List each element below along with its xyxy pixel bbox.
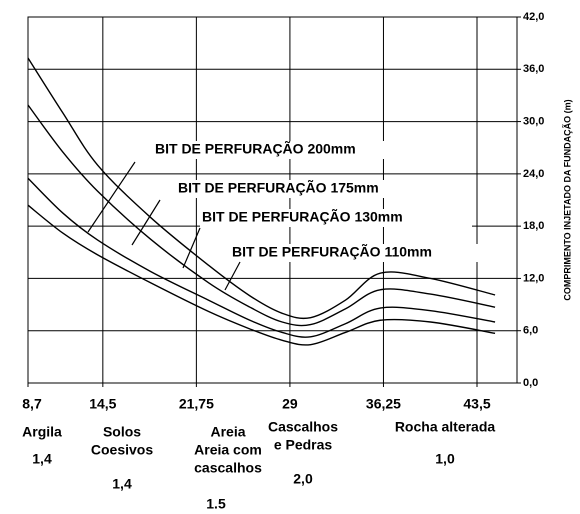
series-line <box>27 57 496 320</box>
x-tick-label: 8,7 <box>22 396 42 412</box>
y-tick-label: 36,0 <box>523 63 544 75</box>
y-tick-label: 42,0 <box>523 11 544 23</box>
leader-line <box>87 161 136 233</box>
soil-factor: 1,4 <box>32 451 52 467</box>
x-tick-label: 14,5 <box>89 396 116 412</box>
annotation-bg <box>153 141 425 159</box>
soil-label: Solos <box>103 424 141 440</box>
x-tick-label: 36,25 <box>366 396 401 412</box>
soil-label: cascalhos <box>194 460 262 476</box>
annotation-bg <box>230 244 502 262</box>
plot-frame <box>27 16 518 384</box>
series-annotation: BIT DE PERFURAÇÃO 200mm <box>155 140 356 157</box>
y-tick-label: 6,0 <box>523 325 538 337</box>
y-axis-label: COMPRIMENTO INJETADO DA FUNDAÇÃO (m) <box>562 99 572 300</box>
soil-factor: 1,4 <box>112 476 132 492</box>
soil-label: Cascalhos <box>268 419 338 435</box>
series-annotation: BIT DE PERFURAÇÃO 130mm <box>202 208 403 225</box>
soil-label: Areia com <box>194 442 262 458</box>
soil-label: Coesivos <box>91 442 153 458</box>
leader-line <box>131 199 161 246</box>
y-tick-label: 24,0 <box>523 168 544 180</box>
series-annotation: BIT DE PERFURAÇÃO 110mm <box>232 243 432 260</box>
x-tick-label: 43,5 <box>463 396 490 412</box>
annotation-bg <box>176 180 448 198</box>
soil-label: Rocha alterada <box>395 419 496 435</box>
y-tick-label: 0,0 <box>523 377 538 389</box>
series-line <box>27 104 496 327</box>
y-tick-label: 12,0 <box>523 272 544 284</box>
soil-label: Argila <box>22 424 62 440</box>
y-tick-label: 18,0 <box>523 220 544 232</box>
annotation-bg <box>200 209 472 227</box>
soil-factor: 1.5 <box>206 496 226 512</box>
x-tick-label: 21,75 <box>179 396 214 412</box>
series-line <box>27 177 496 338</box>
leader-line <box>182 227 201 269</box>
series-annotation: BIT DE PERFURAÇÃO 175mm <box>178 179 379 196</box>
soil-factor: 2,0 <box>293 471 313 487</box>
soil-factor: 1,0 <box>435 451 455 467</box>
soil-label: Areia <box>210 424 245 440</box>
soil-label: e Pedras <box>274 437 333 453</box>
series-line <box>27 204 496 346</box>
y-tick-label: 30,0 <box>523 115 544 127</box>
x-tick-label: 29 <box>282 396 298 412</box>
leader-line <box>224 261 241 291</box>
